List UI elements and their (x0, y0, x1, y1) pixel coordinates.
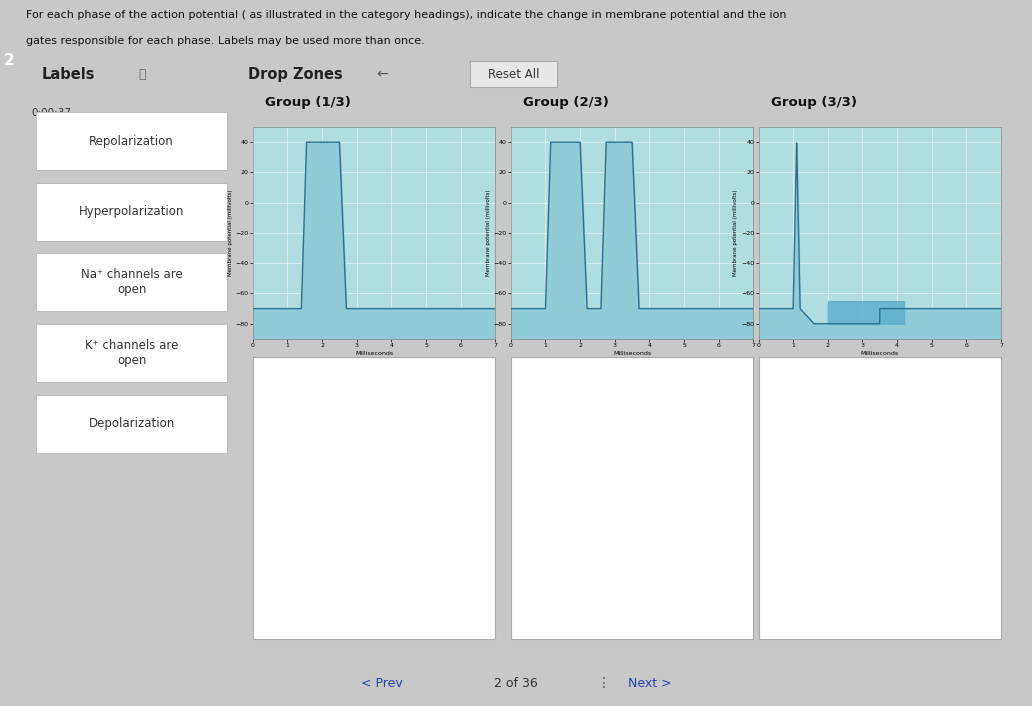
Y-axis label: Membrane potential (millivolts): Membrane potential (millivolts) (734, 190, 739, 276)
Text: Group (1/3): Group (1/3) (265, 96, 351, 109)
Text: ⓘ: ⓘ (138, 68, 146, 80)
Text: ←: ← (377, 67, 388, 81)
Text: K⁺ channels are
open: K⁺ channels are open (85, 339, 179, 367)
X-axis label: Milliseconds: Milliseconds (355, 351, 393, 356)
Text: Repolarization: Repolarization (89, 135, 174, 148)
Text: Labels: Labels (41, 66, 95, 82)
Text: gates responsible for each phase. Labels may be used more than once.: gates responsible for each phase. Labels… (26, 36, 424, 46)
Text: Na⁺ channels are
open: Na⁺ channels are open (80, 268, 183, 297)
Text: Reset All: Reset All (488, 68, 539, 80)
X-axis label: Milliseconds: Milliseconds (613, 351, 651, 356)
Text: Hyperpolarization: Hyperpolarization (78, 205, 185, 218)
Text: Group (2/3): Group (2/3) (523, 96, 609, 109)
Text: ⋮: ⋮ (596, 676, 611, 690)
Y-axis label: Membrane potential (millivolts): Membrane potential (millivolts) (486, 190, 491, 276)
X-axis label: Milliseconds: Milliseconds (861, 351, 899, 356)
Text: 2 of 36: 2 of 36 (494, 676, 538, 690)
Text: Drop Zones: Drop Zones (248, 66, 343, 82)
Text: For each phase of the action potential ( as illustrated in the category headings: For each phase of the action potential (… (26, 10, 786, 20)
Text: Depolarization: Depolarization (89, 417, 174, 430)
Text: < Prev: < Prev (361, 676, 402, 690)
Y-axis label: Membrane potential (millivolts): Membrane potential (millivolts) (228, 190, 233, 276)
Text: 0:00:37: 0:00:37 (31, 108, 71, 119)
Text: Group (3/3): Group (3/3) (771, 96, 857, 109)
Text: Next >: Next > (628, 676, 672, 690)
Text: 2: 2 (4, 52, 14, 68)
